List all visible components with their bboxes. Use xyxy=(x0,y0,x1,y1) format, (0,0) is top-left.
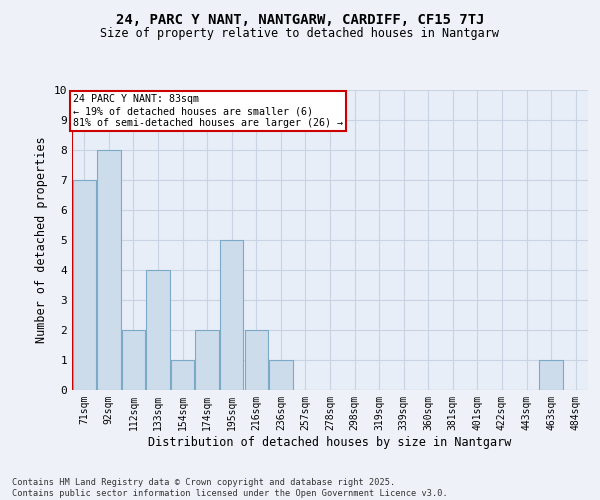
Bar xyxy=(539,360,563,390)
Text: 24, PARC Y NANT, NANTGARW, CARDIFF, CF15 7TJ: 24, PARC Y NANT, NANTGARW, CARDIFF, CF15… xyxy=(116,12,484,26)
Text: Contains HM Land Registry data © Crown copyright and database right 2025.
Contai: Contains HM Land Registry data © Crown c… xyxy=(12,478,448,498)
Bar xyxy=(171,360,194,390)
Bar xyxy=(122,330,145,390)
Bar xyxy=(73,180,96,390)
Bar xyxy=(196,330,219,390)
X-axis label: Distribution of detached houses by size in Nantgarw: Distribution of detached houses by size … xyxy=(148,436,512,448)
Bar xyxy=(269,360,293,390)
Text: Size of property relative to detached houses in Nantgarw: Size of property relative to detached ho… xyxy=(101,28,499,40)
Text: 24 PARC Y NANT: 83sqm
← 19% of detached houses are smaller (6)
81% of semi-detac: 24 PARC Y NANT: 83sqm ← 19% of detached … xyxy=(73,94,343,128)
Bar xyxy=(245,330,268,390)
Bar xyxy=(220,240,244,390)
Y-axis label: Number of detached properties: Number of detached properties xyxy=(35,136,48,344)
Bar xyxy=(97,150,121,390)
Bar xyxy=(146,270,170,390)
